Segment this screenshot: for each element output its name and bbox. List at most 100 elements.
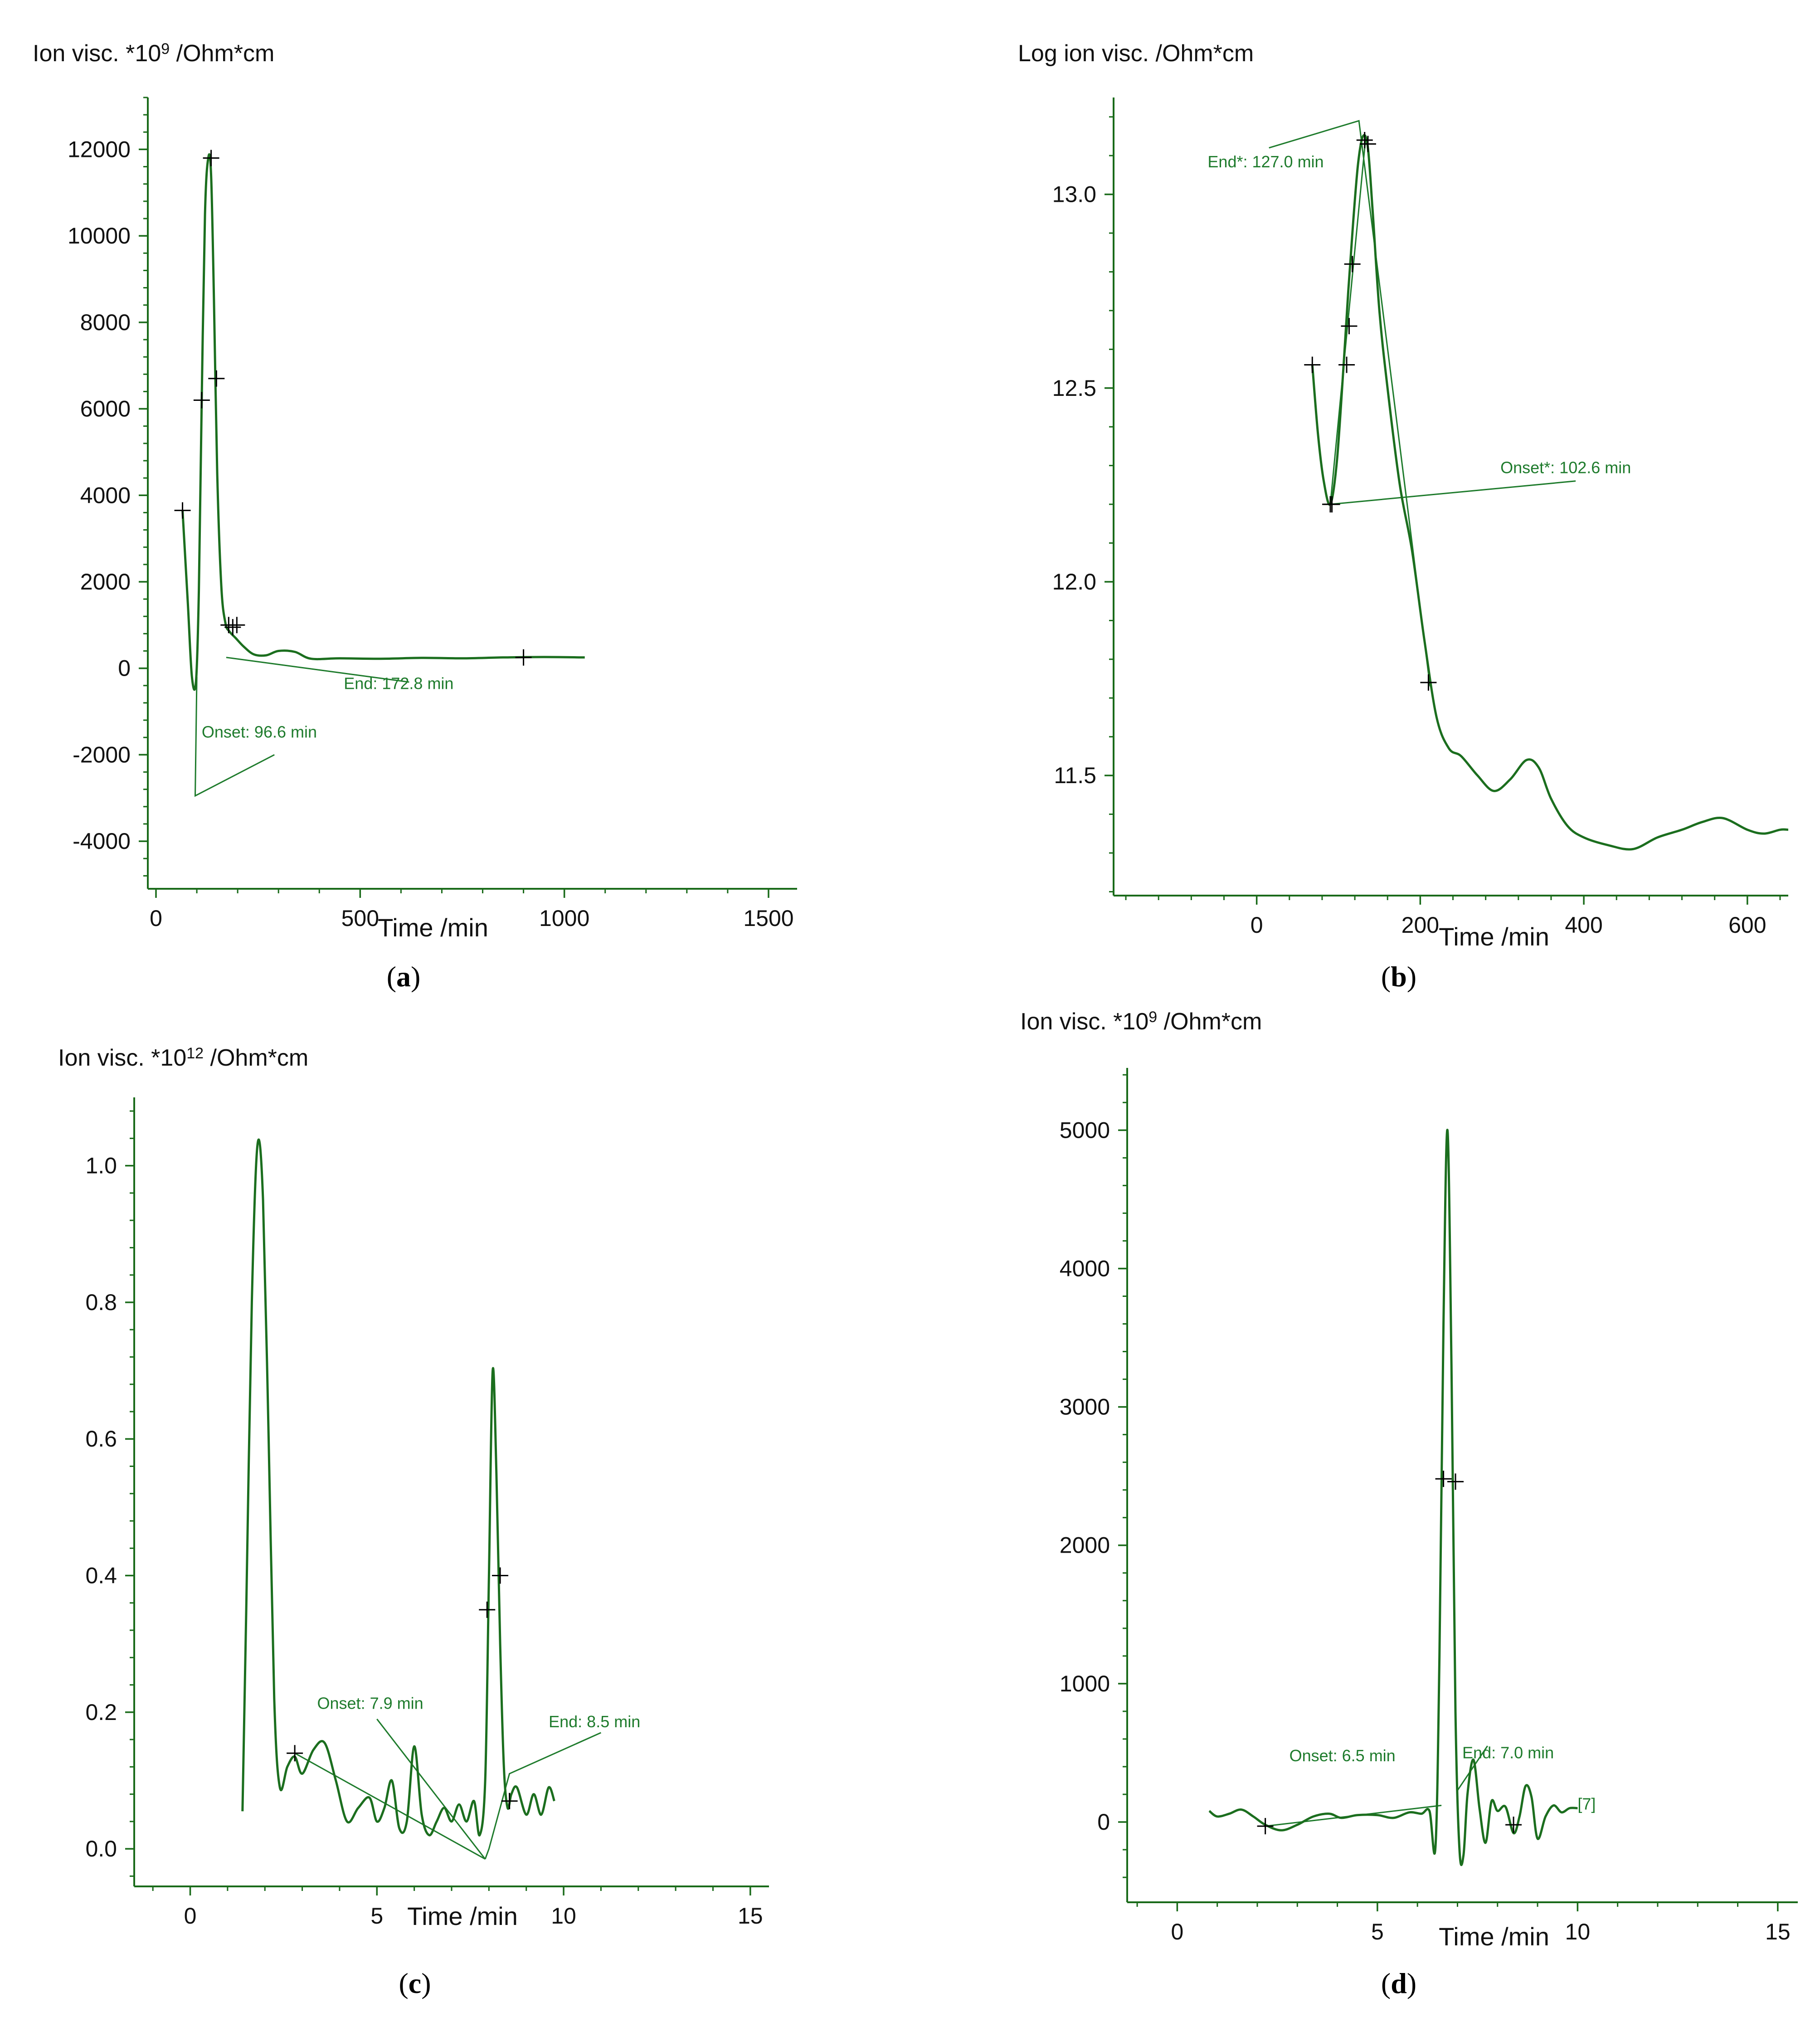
data-marker <box>1338 356 1355 373</box>
x-tick-label: 5 <box>370 1903 383 1929</box>
x-tick-label: 5 <box>1371 1919 1384 1944</box>
x-tick-label: 1500 <box>743 906 793 931</box>
annotation-label: Onset*: 102.6 min <box>1500 458 1631 477</box>
y-tick-label: 10000 <box>68 223 131 248</box>
y-tick-label: 4000 <box>80 482 131 508</box>
x-tick-label: 200 <box>1401 912 1439 938</box>
data-marker <box>174 502 191 519</box>
y-tick-label: 1000 <box>1060 1671 1110 1696</box>
y-tick-label: 2000 <box>1060 1533 1110 1558</box>
data-marker <box>287 1745 303 1762</box>
x-tick-label: 10 <box>1565 1919 1591 1944</box>
x-tick-label: 0 <box>1251 912 1263 938</box>
data-marker <box>224 619 241 636</box>
data-marker <box>1435 1471 1452 1487</box>
y-tick-label: 0.0 <box>85 1836 117 1861</box>
data-marker <box>229 617 245 633</box>
x-tick-label: 0 <box>184 1903 197 1929</box>
x-axis-label: Time /min <box>378 913 488 942</box>
y-tick-label: -4000 <box>73 828 131 854</box>
x-axis-label: Time /min <box>1439 922 1549 951</box>
y-axis-label: Ion visc. *109 /Ohm*cm <box>33 40 274 67</box>
data-marker <box>1356 132 1373 148</box>
y-tick-label: 6000 <box>80 396 131 422</box>
panel-label: (a) <box>387 960 421 993</box>
data-marker <box>1505 1817 1522 1833</box>
y-tick-label: 13.0 <box>1052 182 1096 207</box>
y-tick-label: 12.5 <box>1052 375 1096 401</box>
y-tick-label: 0.4 <box>85 1563 117 1588</box>
x-tick-label: 600 <box>1728 912 1766 938</box>
annotation-label: Onset: 96.6 min <box>202 722 317 741</box>
annotation-line <box>1330 480 1576 505</box>
chart-panel-a: -4000 -2000 0 2000 4000 6000 8000 10000 12000 0 50… <box>33 40 797 993</box>
annotation-label: [7] <box>1577 1795 1596 1813</box>
annotation-line <box>294 1718 486 1860</box>
y-tick-label: 0 <box>118 656 131 681</box>
chart-panel-d: 0 1000 2000 3000 4000 5000 0 5 10 15 Ion visc. *10… <box>1020 1008 1798 1999</box>
data-marker <box>515 649 532 666</box>
y-tick-label: 8000 <box>80 310 131 335</box>
y-tick-label: 0.8 <box>85 1290 117 1315</box>
panel-label: (d) <box>1381 1967 1416 1999</box>
data-marker <box>203 150 219 166</box>
x-tick-label: 0 <box>1171 1919 1183 1944</box>
panel-label: (b) <box>1381 960 1416 993</box>
annotation-line <box>1329 140 1366 505</box>
data-marker <box>1420 674 1437 691</box>
data-series-line <box>241 1138 555 1837</box>
annotation-label: Onset: 7.9 min <box>317 1694 423 1712</box>
data-marker <box>1359 136 1376 152</box>
annotation-label: Onset: 6.5 min <box>1290 1746 1396 1765</box>
data-series-line <box>181 153 585 691</box>
data-marker <box>501 1793 518 1809</box>
y-axis-label: Ion visc. *109 /Ohm*cm <box>1020 1008 1262 1035</box>
data-marker <box>208 370 225 387</box>
y-tick-label: -2000 <box>73 742 131 767</box>
panel-label: (c) <box>399 1967 431 1999</box>
data-marker <box>193 392 210 409</box>
x-tick-label: 10 <box>551 1903 576 1929</box>
data-marker <box>479 1601 496 1618</box>
y-tick-label: 0.6 <box>85 1426 117 1452</box>
data-marker <box>492 1567 509 1584</box>
y-tick-label: 1.0 <box>85 1153 117 1179</box>
x-tick-label: 1000 <box>539 906 589 931</box>
annotation-label: End: 172.8 min <box>344 674 453 692</box>
y-axis-label: Ion visc. *1012 /Ohm*cm <box>58 1045 308 1071</box>
x-tick-label: 400 <box>1565 912 1602 938</box>
data-series-line <box>1311 134 1789 851</box>
y-tick-label: 2000 <box>80 569 131 594</box>
x-axis-label: Time /min <box>407 1902 518 1930</box>
y-axis-label: Log ion visc. /Ohm*cm <box>1018 40 1254 67</box>
chart-panel-b: 11.5 12.0 12.5 13.0 0 200 400 600 Log ion visc. … <box>1018 40 1789 993</box>
y-tick-label: 0 <box>1097 1809 1110 1835</box>
y-tick-label: 5000 <box>1060 1117 1110 1143</box>
y-tick-label: 11.5 <box>1054 763 1096 788</box>
chart-panel-c: 0.0 0.2 0.4 0.6 0.8 1.0 0 5 10 15 Ion visc. *1012 … <box>58 1045 769 1999</box>
annotation-line <box>484 1732 602 1860</box>
annotation-line <box>1269 120 1431 687</box>
annotation-label: End*: 127.0 min <box>1207 152 1324 171</box>
x-tick-label: 15 <box>1765 1919 1791 1944</box>
data-marker <box>1447 1473 1464 1490</box>
data-marker <box>1341 318 1358 335</box>
y-tick-label: 4000 <box>1060 1256 1110 1281</box>
data-marker <box>1324 496 1340 513</box>
annotation-line <box>226 657 409 683</box>
annotation-line <box>1456 1745 1488 1792</box>
data-marker <box>1304 356 1321 373</box>
annotation-label: End: 7.0 min <box>1462 1744 1554 1762</box>
annotation-label: End: 8.5 min <box>549 1712 640 1731</box>
x-axis-label: Time /min <box>1439 1922 1549 1951</box>
annotation-line <box>194 677 275 797</box>
data-marker <box>1344 256 1361 273</box>
y-tick-label: 12000 <box>68 136 131 162</box>
y-tick-label: 12.0 <box>1052 569 1096 594</box>
y-tick-label: 3000 <box>1060 1394 1110 1420</box>
y-tick-label: 0.2 <box>85 1700 117 1725</box>
data-marker <box>1257 1818 1274 1835</box>
x-tick-label: 0 <box>150 906 162 931</box>
x-tick-label: 500 <box>341 906 379 931</box>
